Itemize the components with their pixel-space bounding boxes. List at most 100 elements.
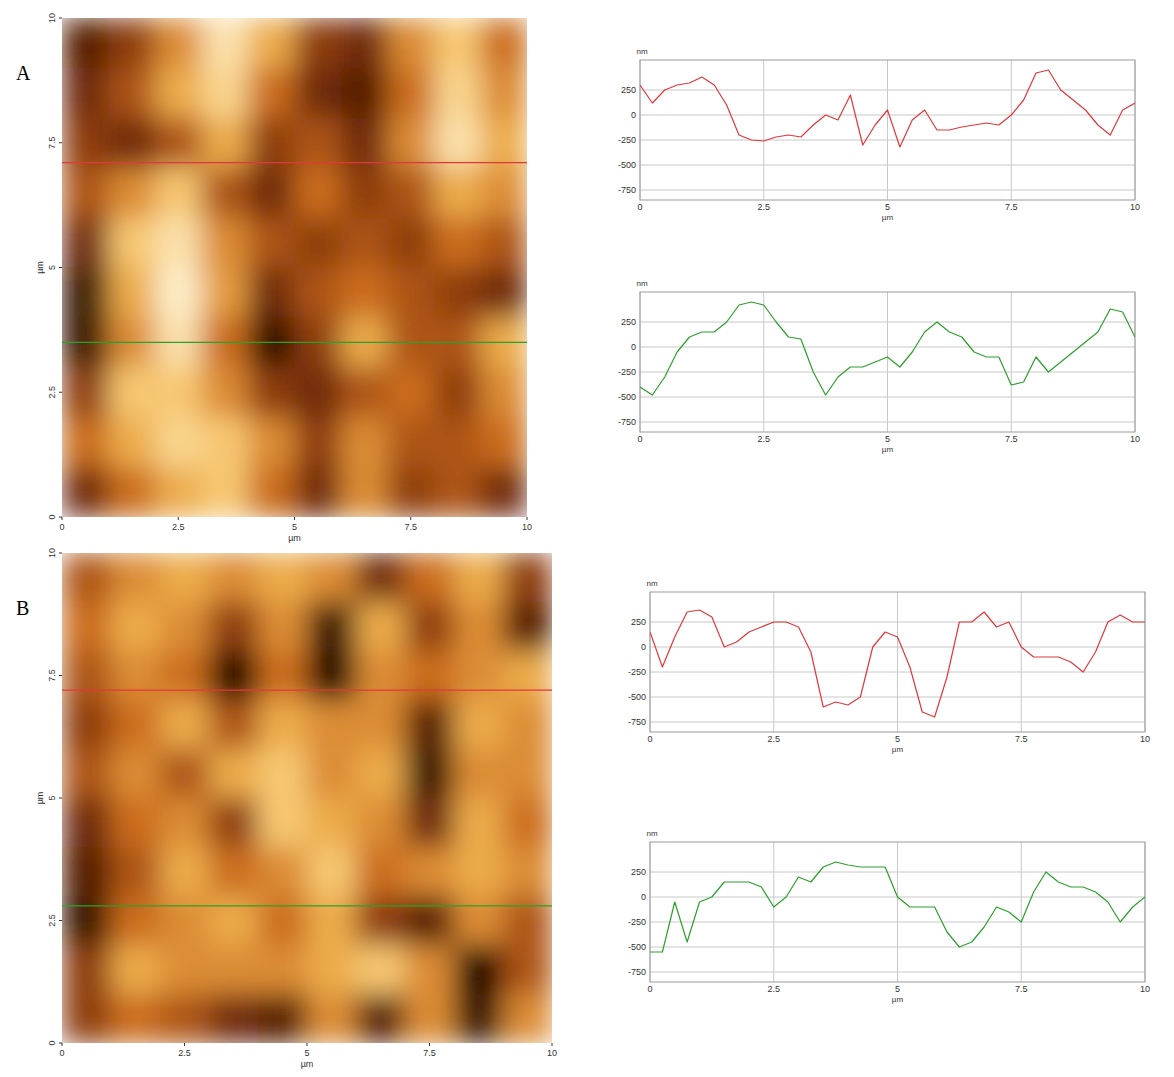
height-cell (295, 367, 342, 417)
height-cell (434, 367, 481, 417)
tick-label: 10 (1140, 734, 1150, 744)
height-cell (356, 700, 406, 750)
height-cell (405, 602, 455, 652)
height-cell (202, 367, 249, 417)
height-cell (248, 268, 295, 318)
height-cell (209, 945, 259, 995)
plot-area (640, 302, 1135, 395)
height-cell (503, 847, 552, 897)
grid-line (887, 60, 888, 200)
tick (59, 798, 62, 799)
tick-label: 0 (47, 1040, 57, 1045)
height-profile (650, 610, 1145, 717)
height-cell (109, 218, 156, 268)
grid-line (1021, 592, 1022, 732)
grid-line (773, 842, 774, 982)
height-cell (434, 268, 481, 318)
height-cell (258, 945, 308, 995)
tick-label: 7.5 (1015, 984, 1028, 994)
tick-label: 7.5 (404, 522, 417, 532)
grid-line (1011, 60, 1012, 200)
height-cell (248, 218, 295, 268)
height-cell (209, 700, 259, 750)
height-cell (248, 18, 295, 68)
height-cell (454, 749, 504, 799)
tick-label: -750 (618, 417, 636, 427)
height-cell (356, 896, 406, 946)
height-cell (356, 945, 406, 995)
height-cell (258, 994, 308, 1043)
profile-chart: -750-500-250025002.557.510µmnm (628, 579, 1150, 754)
height-cell (405, 945, 455, 995)
height-cell (356, 553, 406, 603)
height-cell (434, 68, 481, 118)
height-cell (155, 367, 202, 417)
tick-label: 0 (637, 434, 642, 444)
height-cell (111, 896, 161, 946)
height-cell (258, 602, 308, 652)
height-cell (209, 553, 259, 603)
height-cell (295, 417, 342, 467)
height-cell (155, 417, 202, 467)
height-cell (209, 994, 259, 1043)
height-cell (454, 945, 504, 995)
tick-label: -250 (628, 667, 646, 677)
height-cell (454, 994, 504, 1043)
height-cell (155, 118, 202, 168)
height-cell (209, 798, 259, 848)
tick-label: 250 (631, 867, 646, 877)
tick-label: 5 (47, 795, 57, 800)
height-cell (503, 602, 552, 652)
height-cell (209, 896, 259, 946)
grid-line (763, 292, 764, 432)
tick-label: 10 (1140, 984, 1150, 994)
height-cell (454, 798, 504, 848)
height-cell (155, 168, 202, 218)
height-cell (62, 945, 112, 995)
tick (59, 267, 62, 268)
height-cell (307, 700, 357, 750)
height-cell (111, 945, 161, 995)
height-cell (307, 651, 357, 701)
height-cell (62, 417, 109, 467)
height-cell (62, 218, 109, 268)
tick-label: 10 (522, 522, 532, 532)
height-cell (503, 700, 552, 750)
tick-label: 7.5 (1015, 734, 1028, 744)
height-cell (109, 168, 156, 218)
height-cell (160, 945, 210, 995)
height-cell (160, 749, 210, 799)
afm-panel: 02.557.51002.557.510µmµmB (16, 548, 557, 1069)
height-cell (62, 651, 112, 701)
height-cell (155, 467, 202, 517)
tick (294, 517, 295, 520)
height-cell (202, 118, 249, 168)
height-cell (258, 847, 308, 897)
profile-line (62, 162, 527, 163)
height-cell (341, 467, 388, 517)
height-cell (356, 798, 406, 848)
height-cell (481, 68, 528, 118)
tick (59, 920, 62, 921)
tick (410, 517, 411, 520)
height-cell (62, 18, 109, 68)
tick-label: 0 (637, 202, 642, 212)
height-profile (640, 302, 1135, 395)
tick-label: 10 (547, 1048, 557, 1058)
height-cell (341, 68, 388, 118)
height-cell (307, 553, 357, 603)
height-cell (295, 467, 342, 517)
height-cell (454, 553, 504, 603)
tick-label: 7.5 (1005, 202, 1018, 212)
height-cell (405, 651, 455, 701)
axis-title: µm (892, 745, 904, 754)
height-cell (62, 68, 109, 118)
axis-title: µm (882, 213, 894, 222)
tick-label: -750 (618, 185, 636, 195)
grid-line (897, 592, 898, 732)
height-map (62, 553, 552, 1043)
height-cell (109, 417, 156, 467)
tick (59, 1043, 62, 1044)
height-cell (202, 168, 249, 218)
height-cell (202, 417, 249, 467)
